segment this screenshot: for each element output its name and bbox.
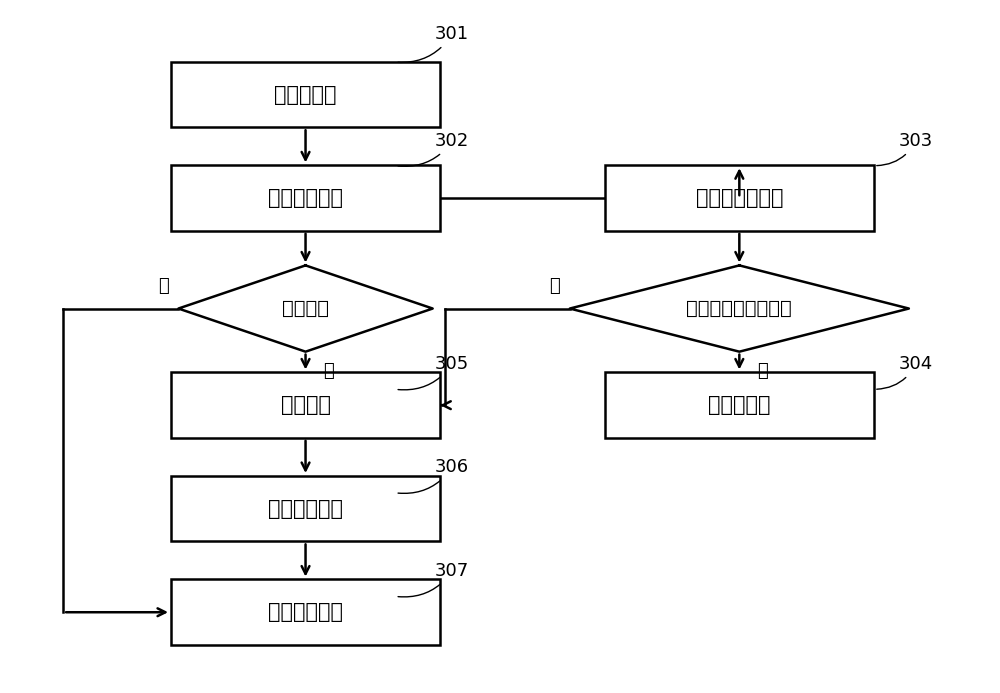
Text: 307: 307 — [398, 562, 469, 597]
Polygon shape — [178, 265, 433, 351]
Bar — [605, 166, 874, 231]
Text: 301: 301 — [398, 25, 469, 62]
Text: 305: 305 — [398, 355, 469, 390]
Bar — [171, 476, 440, 541]
Text: 第一配置步骤: 第一配置步骤 — [268, 602, 343, 622]
Text: 306: 306 — [398, 458, 469, 493]
Text: 否: 否 — [549, 277, 560, 295]
Text: 修复步骤: 修复步骤 — [281, 395, 331, 415]
Text: 是: 是 — [323, 362, 334, 380]
Bar — [605, 372, 874, 438]
Bar — [171, 579, 440, 645]
Text: 软编程步骤: 软编程步骤 — [708, 395, 771, 415]
Text: 是: 是 — [757, 362, 768, 380]
Text: 地址匹配步骤: 地址匹配步骤 — [268, 188, 343, 208]
Text: 第二配置步骤: 第二配置步骤 — [268, 499, 343, 518]
Bar — [171, 62, 440, 128]
Bar — [171, 372, 440, 438]
Text: 是否处于过擦除状态: 是否处于过擦除状态 — [686, 299, 792, 318]
Text: 304: 304 — [877, 355, 933, 389]
Text: 否: 否 — [158, 277, 168, 295]
Text: 匹配成功: 匹配成功 — [282, 299, 329, 318]
Text: 303: 303 — [877, 132, 933, 166]
Text: 过擦除检验步骤: 过擦除检验步骤 — [696, 188, 783, 208]
Polygon shape — [570, 265, 909, 351]
Text: 预编程步骤: 预编程步骤 — [274, 85, 337, 105]
Bar — [171, 166, 440, 231]
Text: 302: 302 — [398, 132, 469, 166]
